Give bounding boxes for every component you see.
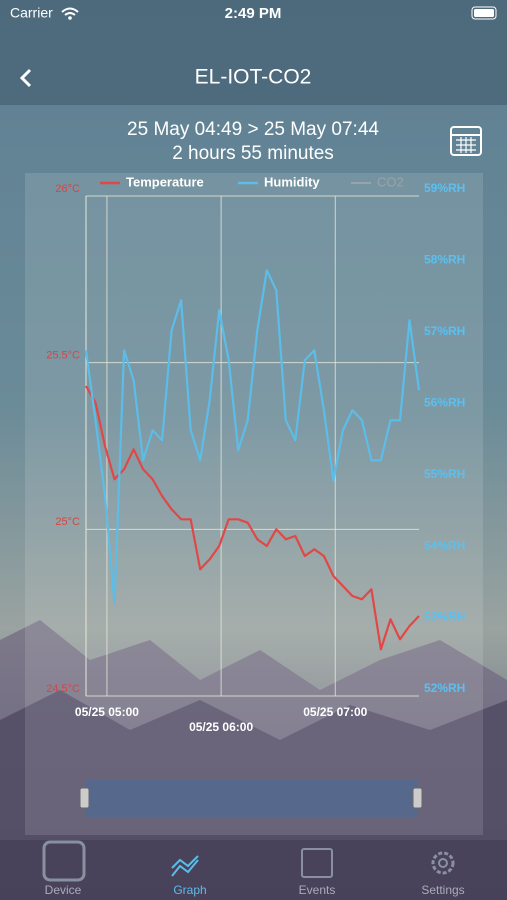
chart-card — [25, 173, 483, 835]
data-line — [84, 269, 421, 605]
settings-icon — [431, 851, 455, 875]
y2-tick-label: 58%RH — [424, 253, 465, 267]
wifi-icon — [61, 7, 79, 16]
calendar-button[interactable] — [450, 126, 482, 156]
device-icon — [42, 840, 86, 882]
y2-tick-label: 56%RH — [424, 395, 465, 409]
y2-tick-label: 53%RH — [424, 610, 465, 624]
nav-title: EL-IOT-CO2 — [195, 66, 312, 89]
tab-label[interactable]: Device — [45, 883, 82, 897]
range-slider[interactable] — [86, 780, 418, 817]
y-tick-label: 25.5°C — [46, 350, 80, 362]
data-line — [85, 385, 420, 651]
tab-label[interactable]: Settings — [421, 883, 464, 897]
y2-tick-label: 59%RH — [424, 181, 465, 195]
calendar-icon — [450, 126, 482, 156]
slider-handle[interactable] — [79, 787, 90, 809]
clock: 2:49 PM — [225, 5, 282, 22]
x-tick-label: 05/25 06:00 — [189, 720, 253, 734]
x-tick-label: 05/25 07:00 — [303, 705, 367, 719]
battery — [474, 9, 494, 17]
events-icon — [301, 848, 333, 878]
wifi-icon — [68, 16, 72, 20]
carrier: Carrier — [10, 5, 53, 21]
nav-bar — [0, 0, 507, 105]
battery — [471, 6, 497, 20]
slider-handle[interactable] — [412, 787, 423, 809]
y2-tick-label: 52%RH — [424, 681, 465, 695]
x-tick-label: 05/25 05:00 — [75, 705, 139, 719]
graph-icon — [171, 855, 199, 877]
legend-label: Temperature — [126, 174, 204, 189]
legend-label: Humidity — [264, 174, 320, 189]
legend-label: CO2 — [377, 174, 404, 189]
tab-label[interactable]: Events — [299, 883, 336, 897]
y-tick-label: 24.5°C — [46, 683, 80, 695]
y-tick-label: 25°C — [55, 516, 80, 528]
settings-icon — [438, 858, 448, 868]
back-button[interactable] — [19, 68, 32, 88]
y2-tick-label: 57%RH — [424, 324, 465, 338]
tab-label[interactable]: Graph — [173, 883, 206, 897]
calendar-icon — [456, 137, 476, 153]
y-tick-label: 26°C — [55, 183, 80, 195]
y2-tick-label: 54%RH — [424, 538, 465, 552]
period: 25 May 04:49 > 25 May 07:44 — [127, 119, 379, 140]
y2-tick-label: 55%RH — [424, 467, 465, 481]
duration: 2 hours 55 minutes — [172, 143, 334, 164]
